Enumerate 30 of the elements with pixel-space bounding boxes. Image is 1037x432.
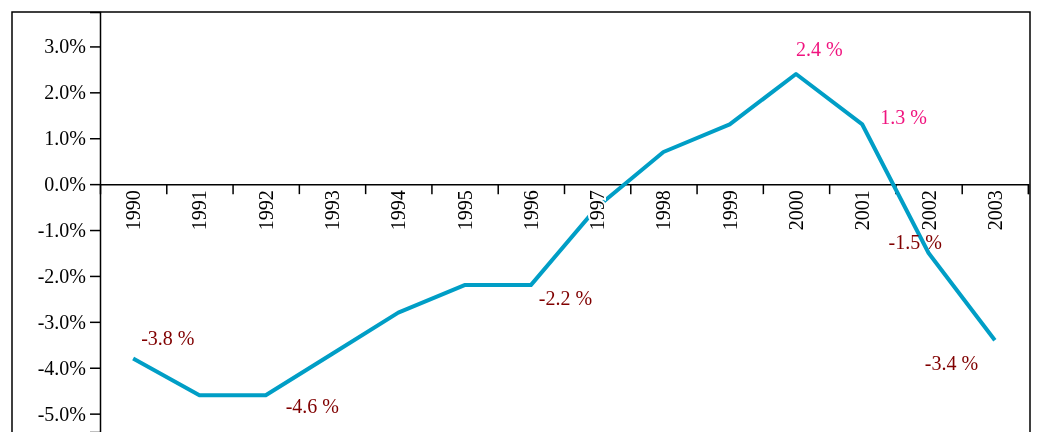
x-tick-label: 1995 — [453, 190, 476, 231]
x-tick-label: 1994 — [387, 190, 410, 231]
x-tick-label: 2002 — [917, 190, 940, 231]
x-tick-label: 2000 — [785, 190, 807, 231]
x-tick-label: 1996 — [519, 190, 542, 231]
x-tick-label: 2001 — [851, 190, 874, 231]
y-tick-label: -5.0% — [37, 402, 86, 425]
data-label: 1.3 % — [880, 106, 927, 129]
data-label: -3.8 % — [141, 326, 195, 349]
data-label: -1.5 % — [888, 230, 942, 253]
data-label: -3.4 % — [924, 352, 979, 375]
y-tick-label: -3.0% — [37, 310, 86, 333]
data-label: 2.4 % — [796, 37, 843, 60]
x-tick-label: 1992 — [254, 190, 277, 231]
x-tick-label: 1991 — [188, 190, 211, 231]
x-tick-label: 1997 — [586, 190, 609, 231]
y-tick-label: -2.0% — [37, 264, 86, 287]
y-tick-label: 0.0% — [44, 173, 86, 196]
x-tick-label: 2003 — [983, 190, 1006, 231]
y-tick-label: 3.0% — [44, 35, 86, 58]
y-tick-label: 1.0% — [44, 127, 86, 150]
y-tick-label: -1.0% — [37, 218, 86, 241]
x-tick-label: 1998 — [652, 190, 675, 231]
x-tick-label: 1993 — [321, 190, 343, 231]
data-label: -4.6 % — [285, 395, 340, 418]
x-tick-label: 1990 — [122, 190, 145, 231]
x-tick-label: 1999 — [718, 190, 741, 231]
y-tick-label: -4.0% — [37, 356, 86, 379]
data-label: -2.2 % — [538, 287, 593, 310]
y-tick-label: 2.0% — [44, 81, 86, 104]
